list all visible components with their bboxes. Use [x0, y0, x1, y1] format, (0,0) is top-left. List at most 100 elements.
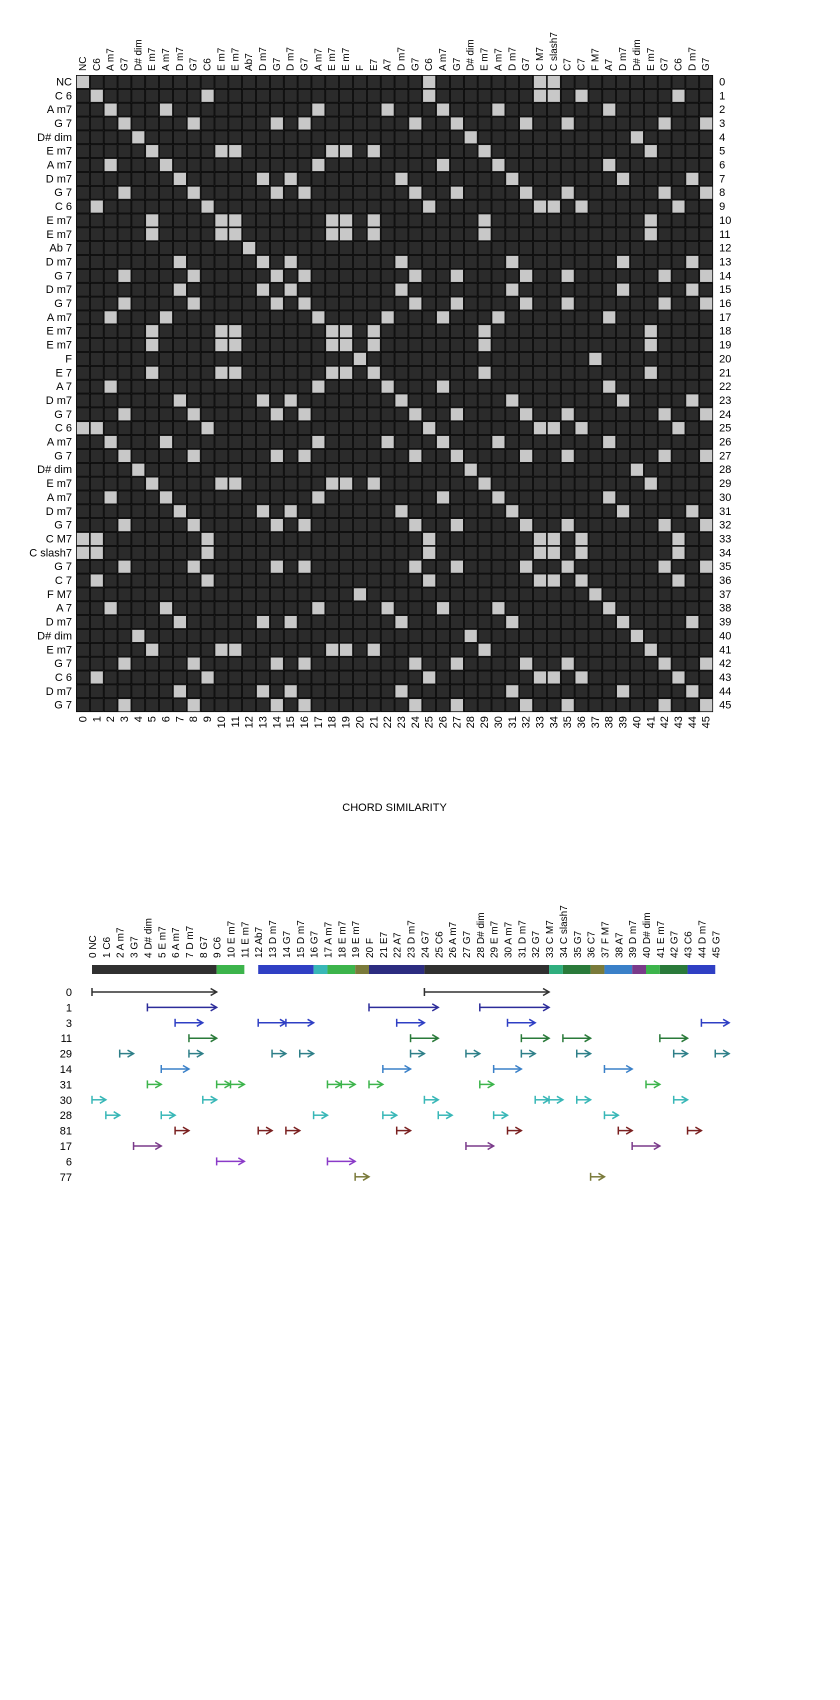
heatmap-cell	[422, 587, 436, 602]
heatmap-cell	[533, 559, 547, 574]
heatmap-cell	[450, 116, 464, 131]
heatmap-cell	[339, 449, 353, 463]
heatmap-cell	[200, 296, 215, 311]
heatmap-cell	[214, 282, 229, 297]
heatmap-cell	[325, 684, 339, 699]
heatmap-cell	[463, 379, 478, 394]
heatmap-cell	[436, 449, 450, 463]
heatmap-cell	[187, 393, 201, 408]
heatmap-cell	[505, 144, 520, 158]
timeline-span	[105, 1111, 122, 1120]
heatmap-cell	[574, 546, 589, 560]
heatmap-cell	[477, 504, 492, 519]
heatmap-cell	[394, 172, 409, 186]
heatmap-cell	[408, 102, 423, 117]
heatmap-cell	[173, 670, 187, 685]
heatmap-cell	[187, 213, 201, 228]
heatmap-cell	[422, 573, 436, 588]
heatmap-cell	[270, 241, 284, 255]
heatmap-cell	[325, 296, 339, 311]
heatmap-cell	[463, 186, 478, 200]
heatmap-row-label: G 7	[54, 520, 72, 532]
heatmap-cell	[145, 282, 159, 297]
timeline-span	[326, 1157, 357, 1166]
heatmap-cell	[131, 75, 146, 89]
heatmap-cell	[187, 490, 201, 505]
heatmap-cell	[311, 227, 326, 242]
heatmap-cell	[173, 172, 187, 186]
heatmap-cell	[76, 546, 90, 560]
heatmap-cell	[325, 269, 339, 283]
heatmap-cell	[616, 310, 630, 325]
heatmap-row-label: G 7	[54, 450, 72, 462]
heatmap-top-label: C M7	[535, 47, 546, 71]
heatmap-cell	[616, 421, 630, 435]
heatmap-cell	[256, 158, 270, 172]
heatmap-cell	[574, 255, 589, 269]
heatmap-cell	[477, 546, 492, 560]
heatmap-cell	[214, 379, 229, 394]
heatmap-cell	[685, 213, 700, 228]
heatmap-cell	[325, 352, 339, 366]
heatmap-cell	[657, 379, 672, 394]
heatmap-col-index: 23	[396, 716, 408, 728]
heatmap-cell	[394, 656, 409, 671]
heatmap-col-index: 41	[645, 716, 657, 728]
heatmap-cell	[242, 393, 256, 408]
heatmap-cell	[699, 282, 713, 297]
heatmap-cell	[256, 546, 270, 560]
heatmap-col-index: 29	[479, 716, 491, 728]
heatmap-cell	[547, 116, 561, 131]
heatmap-cell	[117, 670, 132, 685]
heatmap-cell	[117, 199, 132, 214]
heatmap-cell	[505, 629, 520, 643]
heatmap-cell	[505, 296, 520, 311]
heatmap-cell	[463, 504, 478, 519]
heatmap-cell	[408, 282, 423, 297]
heatmap-cell	[560, 615, 575, 629]
heatmap-cell	[270, 213, 284, 228]
heatmap-cell	[685, 573, 700, 588]
heatmap-cell	[90, 559, 104, 574]
heatmap-cell	[353, 310, 367, 325]
heatmap-cell	[685, 698, 700, 712]
heatmap-cell	[256, 186, 270, 200]
heatmap-cell	[339, 476, 353, 491]
heatmap-top-label: E m7	[327, 47, 338, 71]
heatmap-cell	[657, 75, 672, 89]
timeline-span	[285, 1018, 316, 1027]
heatmap-row-label: D m7	[46, 284, 72, 296]
heatmap-cell	[297, 89, 312, 103]
heatmap-cell	[671, 158, 686, 172]
heatmap-cell	[644, 504, 658, 519]
heatmap-cell	[533, 199, 547, 214]
heatmap-cell	[256, 130, 270, 145]
heatmap-cell	[187, 75, 201, 89]
heatmap-cell	[630, 282, 644, 297]
heatmap-cell	[131, 518, 146, 532]
heatmap-cell	[671, 310, 686, 325]
heatmap-cell	[477, 615, 492, 629]
heatmap-cell	[616, 615, 630, 629]
heatmap-cell	[547, 227, 561, 242]
heatmap-cell	[630, 75, 644, 89]
heatmap-cell	[131, 199, 146, 214]
timeline-segment	[327, 965, 356, 974]
heatmap-cell	[187, 158, 201, 172]
heatmap-cell	[394, 698, 409, 712]
heatmap-cell	[90, 186, 104, 200]
heatmap-cell	[380, 573, 395, 588]
heatmap-cell	[519, 282, 533, 297]
heatmap-cell	[560, 546, 575, 560]
heatmap-cell	[214, 601, 229, 615]
heatmap-cell	[380, 186, 395, 200]
heatmap-cell	[200, 518, 215, 532]
heatmap-cell	[422, 546, 436, 560]
heatmap-cell	[685, 310, 700, 325]
heatmap-cell	[588, 462, 603, 477]
heatmap-cell	[533, 282, 547, 297]
heatmap-cell	[283, 656, 298, 671]
heatmap-cell	[699, 379, 713, 394]
heatmap-cell	[117, 255, 132, 269]
heatmap-cell	[173, 449, 187, 463]
